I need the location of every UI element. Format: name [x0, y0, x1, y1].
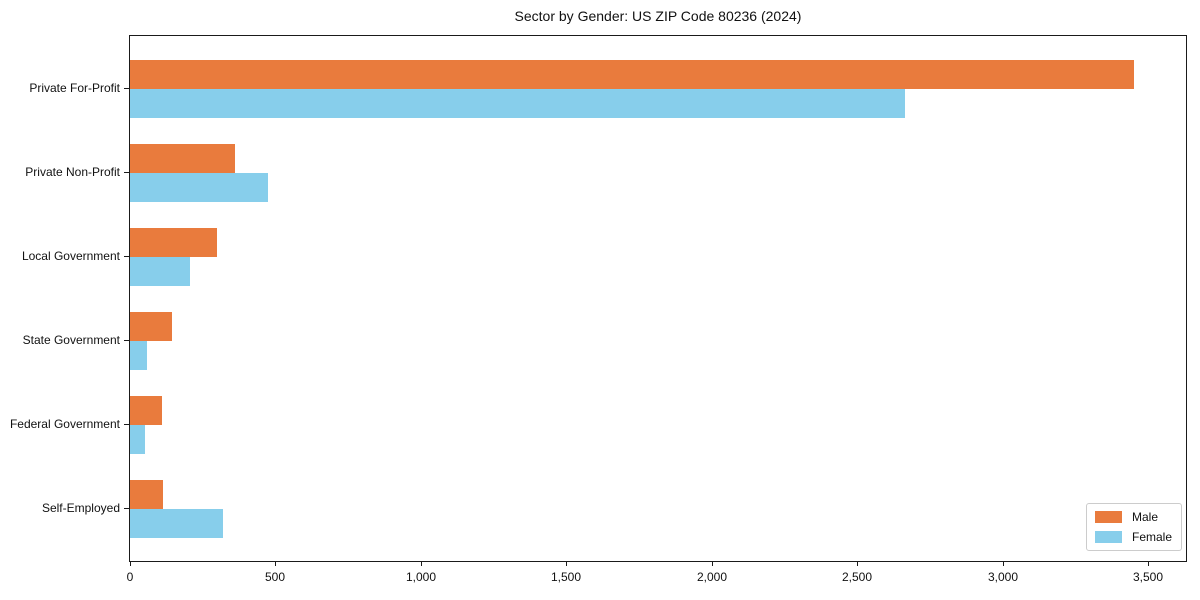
- y-tick-label-private-non-profit: Private Non-Profit: [25, 165, 120, 179]
- x-tick-label-3000: 3,000: [987, 570, 1019, 584]
- legend: Male Female: [1085, 503, 1182, 551]
- legend-swatch-male: [1094, 511, 1122, 523]
- bar-female-self-employed: [130, 509, 223, 538]
- x-tick-mark: [712, 562, 713, 566]
- y-tick-mark: [124, 508, 129, 509]
- x-tick-mark: [566, 562, 567, 566]
- y-tick-mark: [124, 424, 129, 425]
- legend-swatch-female: [1094, 531, 1122, 543]
- bar-female-local-government: [130, 257, 190, 286]
- plot-area: Male Female: [129, 35, 1187, 562]
- legend-item-female: Female: [1094, 530, 1172, 544]
- bar-male-private-non-profit: [130, 144, 235, 173]
- chart-title: Sector by Gender: US ZIP Code 80236 (202…: [514, 8, 802, 24]
- y-tick-mark: [124, 256, 129, 257]
- bar-male-state-government: [130, 312, 172, 341]
- x-tick-mark: [1148, 562, 1149, 566]
- y-tick-mark: [124, 88, 129, 89]
- x-tick-label-500: 500: [264, 570, 286, 584]
- x-tick-label-1500: 1,500: [550, 570, 582, 584]
- legend-label-female: Female: [1131, 530, 1172, 544]
- x-tick-label-0: 0: [126, 570, 134, 584]
- bar-female-private-non-profit: [130, 173, 268, 202]
- y-tick-label-self-employed: Self-Employed: [41, 501, 120, 515]
- y-tick-mark: [124, 340, 129, 341]
- x-tick-label-2000: 2,000: [696, 570, 728, 584]
- bar-female-state-government: [130, 341, 147, 370]
- x-tick-mark: [275, 562, 276, 566]
- x-tick-mark: [1003, 562, 1004, 566]
- y-tick-label-private-for-profit: Private For-Profit: [29, 81, 120, 95]
- legend-item-male: Male: [1094, 510, 1172, 524]
- y-tick-label-local-government: Local Government: [21, 249, 120, 263]
- y-tick-mark: [124, 172, 129, 173]
- y-tick-label-state-government: State Government: [22, 333, 120, 347]
- x-tick-mark: [130, 562, 131, 566]
- x-tick-label-1000: 1,000: [405, 570, 437, 584]
- bar-female-private-for-profit: [130, 89, 905, 118]
- x-tick-label-2500: 2,500: [841, 570, 873, 584]
- y-tick-label-federal-government: Federal Government: [9, 417, 120, 431]
- x-tick-label-3500: 3,500: [1132, 570, 1164, 584]
- bar-male-self-employed: [130, 480, 163, 509]
- x-tick-mark: [421, 562, 422, 566]
- legend-label-male: Male: [1131, 510, 1158, 524]
- bar-male-local-government: [130, 228, 217, 257]
- bar-male-private-for-profit: [130, 60, 1134, 89]
- x-tick-mark: [857, 562, 858, 566]
- bar-male-federal-government: [130, 396, 162, 425]
- bar-female-federal-government: [130, 425, 145, 454]
